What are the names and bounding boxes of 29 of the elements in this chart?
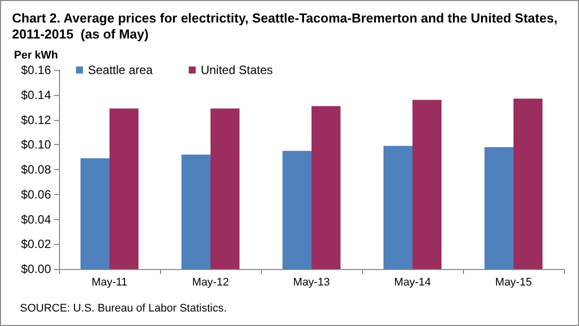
bar xyxy=(514,98,542,269)
bar xyxy=(282,150,312,269)
y-tick-label: $0.04 xyxy=(20,212,52,226)
x-tick-label: May-11 xyxy=(92,276,128,288)
y-tick-label: $0.02 xyxy=(20,237,52,252)
bar xyxy=(312,106,340,269)
bar xyxy=(484,147,514,269)
bar xyxy=(182,154,210,269)
legend-label: United States xyxy=(200,63,273,77)
y-tick-label: $0.12 xyxy=(20,112,52,127)
x-tick-label: May-15 xyxy=(495,276,532,288)
y-tick-label: $0.06 xyxy=(20,187,52,202)
x-tick-label: May-12 xyxy=(192,276,229,288)
bar xyxy=(80,158,110,269)
legend-label: Seattle area xyxy=(88,63,154,77)
y-tick-label: $0.00 xyxy=(20,262,52,276)
y-axis-title: Per kWh xyxy=(14,50,58,62)
bar xyxy=(412,100,442,269)
x-tick-label: May-13 xyxy=(293,276,330,288)
y-tick-label: $0.10 xyxy=(20,138,52,152)
bar xyxy=(384,146,412,269)
y-tick-label: $0.14 xyxy=(20,88,52,102)
x-tick-label: May-14 xyxy=(394,276,431,288)
chart-title: Chart 2. Average prices for electrictity, Seattle-Tacoma-Bremerton and the United States, 2011-2015 (as of May) xyxy=(12,10,562,42)
bar xyxy=(110,108,138,269)
y-tick-label: $0.16 xyxy=(20,63,52,77)
bar xyxy=(210,108,240,269)
source-note: SOURCE: U.S. Bureau of Labor Statistics. xyxy=(20,302,227,314)
y-tick-label: $0.08 xyxy=(20,162,52,176)
